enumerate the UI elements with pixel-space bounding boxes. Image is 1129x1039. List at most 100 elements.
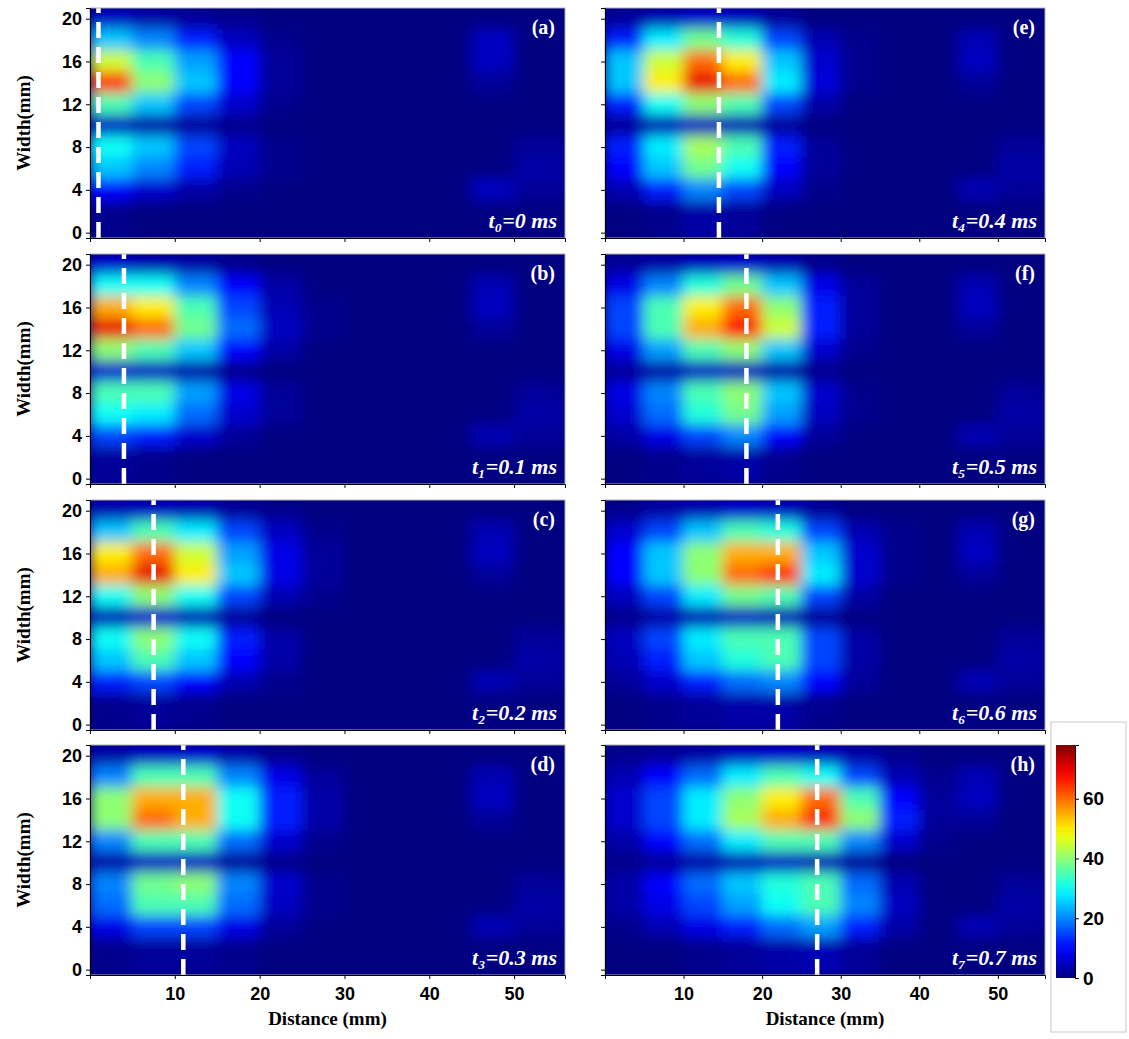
heatmap-cell (344, 114, 387, 136)
heatmap-cell (840, 403, 880, 425)
y-tick: 12 (62, 95, 90, 115)
heatmap-cell (90, 318, 133, 340)
y-tick (601, 436, 605, 437)
heatmap-cell (174, 114, 217, 136)
panel-letter: (c) (533, 508, 555, 531)
heatmap-cell (762, 360, 802, 382)
heatmap-cell (174, 275, 217, 297)
plot-area (605, 500, 1045, 730)
heatmap-cell (958, 29, 998, 51)
heatmap-cell (605, 425, 645, 447)
heatmap-cell (840, 275, 880, 297)
heatmap-cell (259, 585, 302, 607)
y-axis-title: Width(mm) (13, 321, 35, 417)
heatmap-cell (801, 50, 841, 72)
heatmap-cell (683, 382, 723, 404)
x-tick (762, 238, 763, 242)
heatmap-cell (801, 29, 841, 51)
heatmap-cell (514, 179, 565, 201)
heatmap-cell (386, 937, 429, 975)
heatmap-cell (880, 916, 920, 938)
y-tick: 16 (62, 789, 90, 809)
heatmap-cell (90, 787, 133, 809)
heatmap-cell (386, 809, 429, 831)
heatmap-cell (429, 360, 472, 382)
heatmap-cell (344, 606, 387, 628)
heatmap-cell (997, 403, 1045, 425)
x-axis (606, 238, 1046, 242)
x-axis (606, 484, 1046, 488)
heatmap-cells (90, 8, 565, 238)
heatmap-cell (471, 254, 514, 276)
heatmap-cell (997, 542, 1045, 564)
heatmap-cell (840, 937, 880, 975)
y-tick (601, 970, 605, 971)
y-tick-mark (601, 61, 605, 62)
y-tick: 16 (62, 52, 90, 72)
colorbar: 0204060 (1051, 722, 1126, 1032)
heatmap-cell (344, 29, 387, 51)
heatmap-cell (605, 564, 645, 586)
y-axis: 048121620 (62, 255, 91, 489)
heatmap-cell (722, 8, 762, 30)
heatmap-cell (762, 403, 802, 425)
heatmap-cell (174, 360, 217, 382)
heatmap-cell (683, 254, 723, 276)
heatmap-cell (429, 403, 472, 425)
heatmap-cell (429, 296, 472, 318)
heatmap-cell (605, 542, 645, 564)
heatmap-cell (722, 200, 762, 238)
heatmap-cell (471, 521, 514, 543)
heatmap-cell (919, 787, 959, 809)
heatmap-cell (605, 114, 645, 136)
heatmap-cell (644, 745, 684, 767)
heatmap-cell (644, 136, 684, 158)
heatmap-cell (644, 50, 684, 72)
heatmap-cell (880, 179, 920, 201)
x-tick (919, 730, 920, 734)
heatmap-cell (90, 542, 133, 564)
heatmap-cell (722, 93, 762, 115)
heatmap-cell (644, 851, 684, 873)
heatmap-cell (429, 521, 472, 543)
x-tick (998, 730, 999, 734)
heatmap-cell (471, 766, 514, 788)
heatmap-cell (514, 628, 565, 650)
heatmap-cell (344, 157, 387, 179)
y-tick-label: 12 (62, 587, 82, 607)
dashed-line (96, 8, 101, 238)
heatmap-cells (605, 8, 1045, 238)
heatmap-cell (132, 830, 175, 852)
time-label: t₆=0.6 ms (952, 700, 1037, 725)
panel: (e)t₄=0.4 ms (601, 8, 1046, 243)
panel-letter: (b) (531, 262, 555, 285)
heatmap-cell (840, 564, 880, 586)
x-tick: 40 (910, 975, 930, 1004)
heatmap-cell (997, 628, 1045, 650)
heatmap-cell (217, 29, 260, 51)
heatmap-cell (801, 360, 841, 382)
heatmap-cell (644, 606, 684, 628)
y-tick-mark (601, 970, 605, 971)
heatmap-cell (132, 937, 175, 975)
heatmap-cell (880, 564, 920, 586)
heatmap-cell (344, 628, 387, 650)
y-tick-mark (86, 725, 90, 726)
heatmap-cell (801, 521, 841, 543)
heatmap-cell (605, 254, 645, 276)
plot-frame (605, 745, 1045, 975)
heatmap-cell (644, 585, 684, 607)
y-tick-label: 0 (72, 960, 82, 980)
time-label: t₄=0.4 ms (952, 208, 1037, 233)
heatmap-cell (605, 521, 645, 543)
heatmap-cell (471, 628, 514, 650)
heatmap-cell (302, 29, 345, 51)
x-tick-mark (344, 238, 345, 242)
heatmap-cell (386, 894, 429, 916)
heatmap-cell (919, 318, 959, 340)
heatmap-cell (644, 425, 684, 447)
y-tick: 8 (72, 383, 90, 403)
y-axis-line (86, 9, 91, 239)
heatmap-cell (259, 809, 302, 831)
heatmap-cell (302, 745, 345, 767)
